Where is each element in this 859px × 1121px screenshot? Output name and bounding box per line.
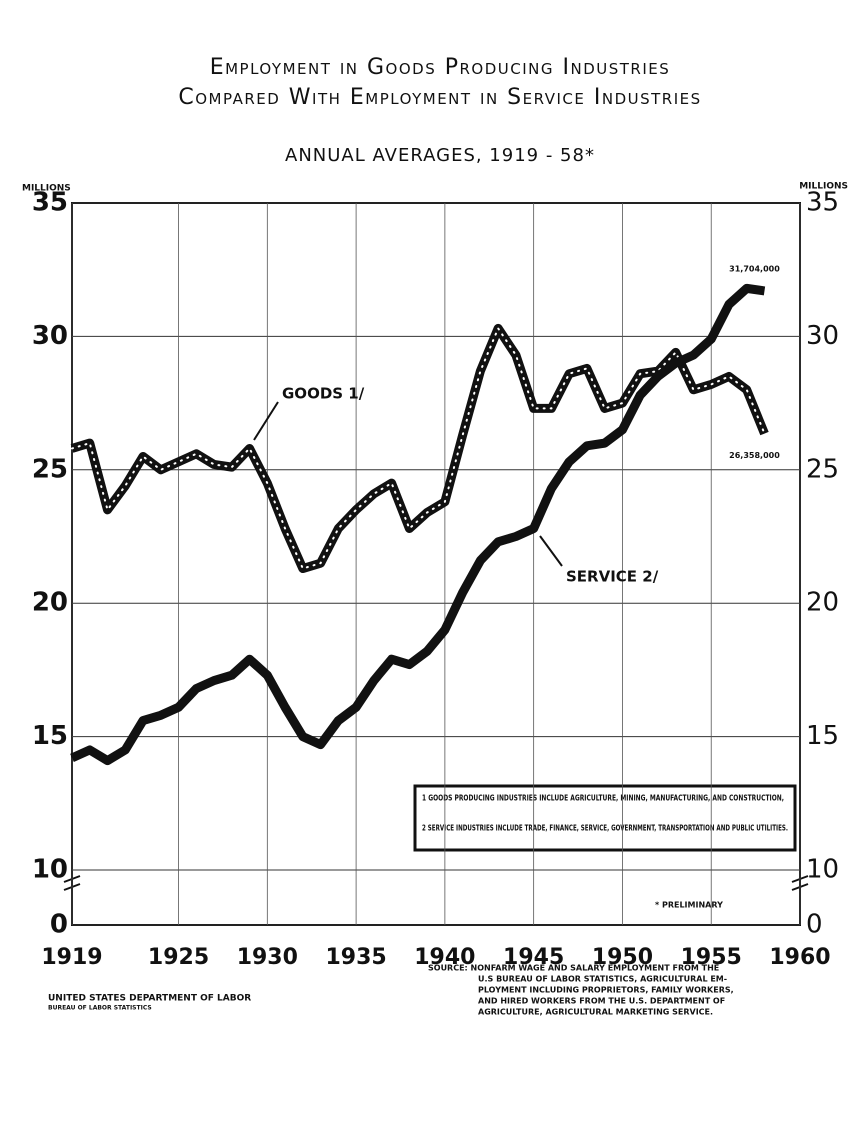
footnote: 1 GOODS PRODUCING INDUSTRIES INCLUDE AGR… bbox=[422, 794, 784, 803]
x-tick-label: 1919 bbox=[41, 945, 102, 970]
y2-tick-label: 35 bbox=[806, 188, 839, 218]
x-tick-label: 1950 bbox=[592, 945, 653, 970]
source: AND HIRED WORKERS FROM THE U.S. DEPARTME… bbox=[478, 997, 725, 1006]
series-line-dots bbox=[71, 326, 766, 570]
note: * PRELIMINARY bbox=[655, 901, 723, 910]
y-tick-label: 0 bbox=[50, 910, 68, 940]
source: SOURCE: NONFARM WAGE AND SALARY EMPLOYME… bbox=[428, 964, 719, 973]
bureau: BUREAU OF LABOR STATISTICS bbox=[48, 1005, 152, 1012]
source: AGRICULTURE, AGRICULTURAL MARKETING SERV… bbox=[478, 1008, 713, 1017]
x-tick-label: 1935 bbox=[325, 945, 386, 970]
y2-tick-label: 10 bbox=[806, 855, 839, 885]
end-label: 26,358,000 bbox=[729, 451, 780, 460]
callout bbox=[253, 401, 279, 441]
source: U.S BUREAU OF LABOR STATISTICS, AGRICULT… bbox=[478, 975, 727, 984]
chart-title: Compared With Employment in Service Indu… bbox=[178, 85, 701, 110]
x-tick-label: 1925 bbox=[148, 945, 209, 970]
y-tick-label: 10 bbox=[32, 855, 68, 885]
series-label: GOODS 1/ bbox=[282, 385, 365, 403]
y-tick-label: 15 bbox=[32, 721, 68, 751]
x-tick-label: 1930 bbox=[237, 945, 298, 970]
y-tick-label: 25 bbox=[32, 454, 68, 484]
series-line bbox=[70, 283, 766, 766]
x-tick-label: 1940 bbox=[414, 945, 475, 970]
y-tick-label: 30 bbox=[32, 321, 68, 351]
end-label: 31,704,000 bbox=[729, 264, 780, 273]
chart-title: Employment in Goods Producing Industries bbox=[210, 55, 671, 80]
agency: UNITED STATES DEPARTMENT OF LABOR bbox=[48, 994, 251, 1004]
y2-tick-label: 15 bbox=[806, 721, 839, 751]
x-tick-label: 1955 bbox=[681, 945, 742, 970]
y2-tick-label: 20 bbox=[806, 588, 839, 618]
subtitle: ANNUAL AVERAGES, 1919 - 58* bbox=[285, 145, 595, 166]
y2-axis-label: MILLIONS bbox=[799, 182, 848, 192]
y2-tick-label: 0 bbox=[806, 910, 823, 940]
y-tick-label: 20 bbox=[32, 588, 68, 618]
footnote-box bbox=[413, 784, 797, 852]
footnote: 2 SERVICE INDUSTRIES INCLUDE TRADE, FINA… bbox=[422, 824, 788, 833]
source: PLOYMENT INCLUDING PROPRIETORS, FAMILY W… bbox=[478, 986, 734, 995]
series-label: SERVICE 2/ bbox=[566, 568, 659, 586]
x-tick-label: 1960 bbox=[769, 945, 830, 970]
y-tick-label: 35 bbox=[32, 188, 68, 218]
y2-tick-label: 30 bbox=[806, 321, 839, 351]
callout bbox=[539, 535, 563, 567]
y2-tick-label: 25 bbox=[806, 454, 839, 484]
y-axis-label: MILLIONS bbox=[22, 184, 71, 194]
x-tick-label: 1945 bbox=[503, 945, 564, 970]
